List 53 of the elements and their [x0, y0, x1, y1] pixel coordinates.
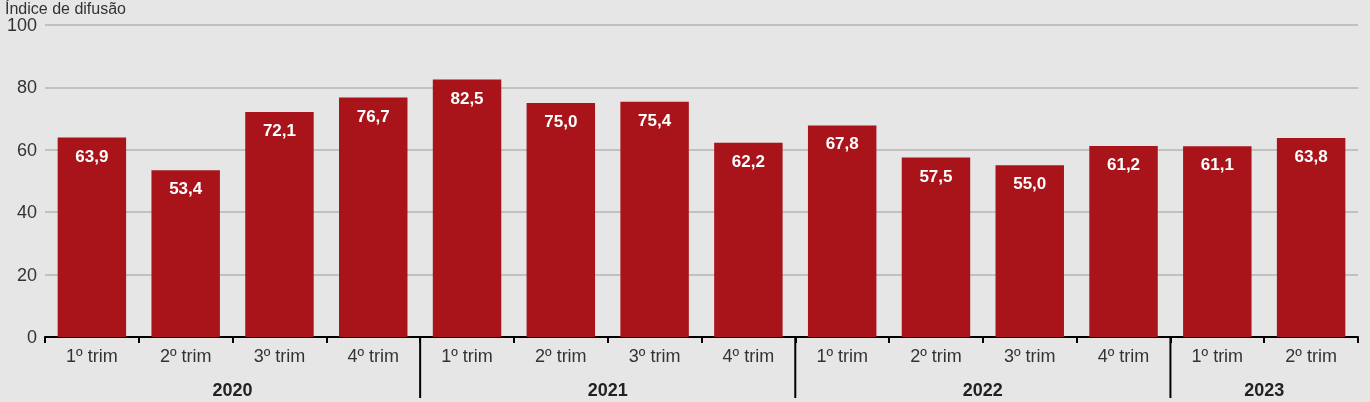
x-tick-label: 3º trim	[1003, 346, 1056, 366]
bar	[526, 102, 596, 337]
bar	[714, 142, 783, 337]
x-tick-label: 1º trim	[441, 346, 493, 366]
x-tick-label: 2º trim	[910, 346, 962, 366]
x-tick-label: 2º trim	[159, 346, 212, 366]
y-tick-label: 60	[16, 139, 37, 160]
y-tick-label: 100	[6, 14, 37, 35]
x-tick-label: 1º trim	[816, 346, 868, 366]
text: 2021	[587, 380, 628, 400]
y-tick-label: 80	[16, 77, 37, 98]
data-label: 72,1	[262, 120, 297, 140]
x-tick-label: 4º trim	[1097, 346, 1150, 366]
y-tick-label: 20	[16, 264, 37, 285]
text: 2023	[1244, 380, 1285, 400]
bar	[57, 137, 127, 337]
data-label: 61,1	[1200, 155, 1234, 175]
text: 2022	[962, 380, 1003, 400]
x-tick-label: 2º trim	[535, 346, 587, 366]
bar	[339, 97, 408, 337]
y-axis-title: Índice de difusão	[5, 0, 127, 17]
data-label: 63,9	[75, 146, 109, 166]
data-label: 67,8	[825, 134, 859, 154]
x-tick-label: 1º trim	[1191, 346, 1244, 366]
bar	[1183, 146, 1252, 337]
x-tick-label: 4º trim	[722, 346, 775, 366]
bar	[1089, 145, 1158, 337]
data-label: 76,7	[356, 106, 390, 126]
bar	[1276, 137, 1346, 337]
data-label: 82,5	[450, 88, 484, 108]
x-tick-label: 1º trim	[66, 346, 118, 366]
bar	[995, 165, 1064, 337]
text: 2020	[212, 380, 253, 400]
x-tick-label: 2º trim	[1285, 346, 1337, 366]
data-label: 57,5	[919, 166, 953, 186]
data-label: 75,4	[638, 110, 672, 130]
data-label: 62,2	[731, 151, 765, 171]
y-tick-label: 40	[16, 202, 37, 223]
bar	[807, 125, 877, 337]
bar	[620, 101, 689, 337]
bar	[901, 157, 971, 337]
y-tick-label: 0	[26, 327, 37, 347]
bar	[151, 170, 220, 337]
data-label: 55,0	[1013, 174, 1047, 194]
data-label: 53,4	[169, 179, 203, 199]
bar	[245, 111, 314, 337]
data-label: 61,2	[1106, 154, 1141, 174]
data-label: 63,8	[1294, 146, 1328, 166]
x-tick-label: 3º trim	[253, 346, 306, 366]
x-tick-label: 3º trim	[628, 346, 681, 366]
data-label: 75,0	[544, 111, 578, 131]
bar	[432, 79, 502, 337]
x-tick-label: 4º trim	[347, 346, 400, 366]
